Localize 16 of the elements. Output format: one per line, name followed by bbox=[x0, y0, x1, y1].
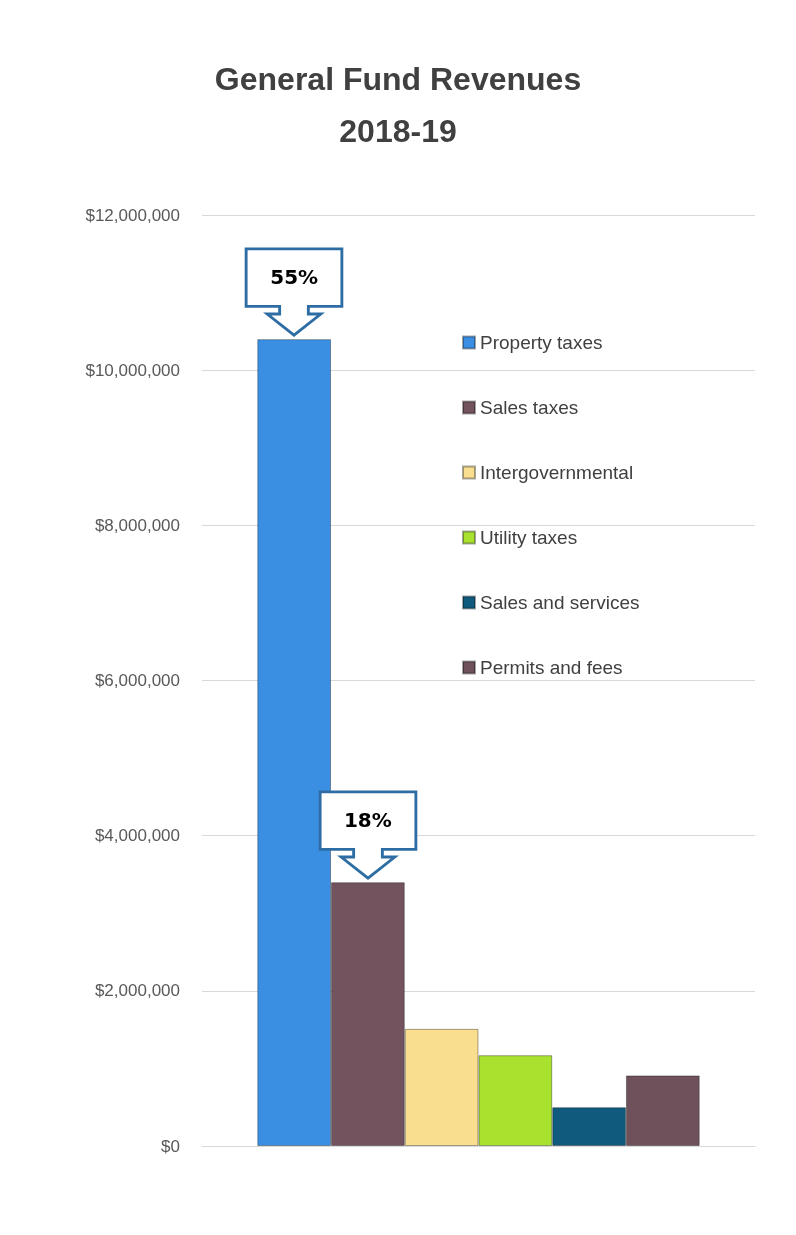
legend-label: Permits and fees bbox=[480, 657, 623, 678]
chart-title: General Fund Revenues 2018-19 bbox=[214, 61, 582, 149]
legend-label: Sales and services bbox=[480, 592, 640, 613]
y-tick-label: $8,000,000 bbox=[94, 515, 180, 535]
y-tick-label: $2,000,000 bbox=[94, 981, 180, 1001]
legend-label: Sales taxes bbox=[480, 397, 579, 418]
y-tick-label: $12,000,000 bbox=[85, 205, 180, 225]
legend-label: Utility taxes bbox=[480, 527, 578, 548]
y-tick-label: $0 bbox=[161, 1136, 180, 1156]
y-tick-label: $10,000,000 bbox=[85, 360, 180, 380]
legend-label: Property taxes bbox=[480, 332, 603, 353]
y-tick-label: $4,000,000 bbox=[94, 826, 180, 846]
annotation: 18% bbox=[342, 807, 393, 835]
legend-label: Intergovernmental bbox=[480, 462, 634, 483]
annotation: 55% bbox=[269, 264, 320, 292]
y-tick-label: $6,000,000 bbox=[94, 671, 180, 690]
